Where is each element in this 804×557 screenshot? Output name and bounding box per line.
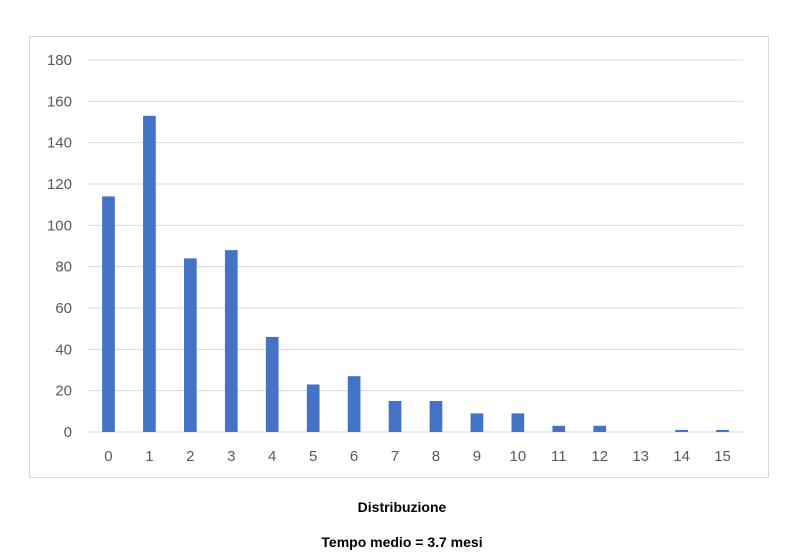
x-tick-label: 12 bbox=[591, 448, 608, 465]
bar bbox=[102, 196, 115, 432]
bar bbox=[183, 258, 197, 432]
x-tick-label: 9 bbox=[473, 448, 481, 465]
y-tick-label: 120 bbox=[47, 176, 72, 193]
x-tick-label: 1 bbox=[145, 448, 153, 465]
y-tick-label: 140 bbox=[47, 135, 72, 152]
bar bbox=[388, 401, 402, 432]
x-tick-label: 6 bbox=[350, 448, 358, 465]
y-axis-ticks: 0 20 40 60 80 100 120 140 160 180 bbox=[47, 52, 72, 441]
x-tick-label: 5 bbox=[309, 448, 317, 465]
x-tick-label: 14 bbox=[673, 448, 690, 465]
bar bbox=[552, 425, 566, 432]
bar bbox=[224, 250, 238, 432]
x-tick-label: 15 bbox=[714, 448, 731, 465]
bar bbox=[593, 425, 607, 432]
x-tick-label: 11 bbox=[551, 448, 567, 465]
bar bbox=[265, 336, 279, 432]
x-axis-ticks: 0 1 2 3 4 5 6 7 8 9 10 11 12 13 14 15 bbox=[104, 448, 731, 465]
y-tick-label: 40 bbox=[55, 341, 72, 358]
chart-frame: 0 20 40 60 80 100 120 140 160 180 0 1 2 3 4 5 6 7 8 9 10 11 1… bbox=[29, 36, 769, 478]
gridlines bbox=[88, 59, 743, 433]
y-tick-label: 60 bbox=[55, 300, 72, 317]
y-tick-label: 180 bbox=[47, 52, 72, 69]
y-tick-label: 160 bbox=[47, 93, 72, 110]
chart-caption-title: Distribuzione bbox=[357, 499, 447, 515]
bar bbox=[675, 429, 688, 432]
y-tick-label: 0 bbox=[64, 424, 72, 441]
bar bbox=[470, 413, 484, 432]
bar bbox=[306, 384, 320, 432]
bar bbox=[143, 115, 156, 433]
x-tick-label: 4 bbox=[268, 448, 276, 465]
x-tick-label: 3 bbox=[227, 448, 235, 465]
chart-caption-mean: Tempo medio = 3.7 mesi bbox=[321, 534, 483, 550]
x-tick-label: 13 bbox=[632, 448, 649, 465]
x-tick-label: 10 bbox=[510, 448, 527, 465]
y-tick-label: 100 bbox=[47, 217, 72, 234]
x-tick-label: 2 bbox=[186, 448, 194, 465]
bars bbox=[102, 115, 729, 433]
x-tick-label: 7 bbox=[391, 448, 399, 465]
bar bbox=[347, 376, 361, 432]
x-tick-label: 0 bbox=[104, 448, 112, 465]
y-tick-label: 20 bbox=[55, 383, 72, 400]
x-tick-label: 8 bbox=[432, 448, 440, 465]
bar bbox=[716, 429, 729, 432]
bar bbox=[511, 413, 525, 432]
bar bbox=[429, 401, 443, 432]
y-tick-label: 80 bbox=[55, 259, 72, 276]
